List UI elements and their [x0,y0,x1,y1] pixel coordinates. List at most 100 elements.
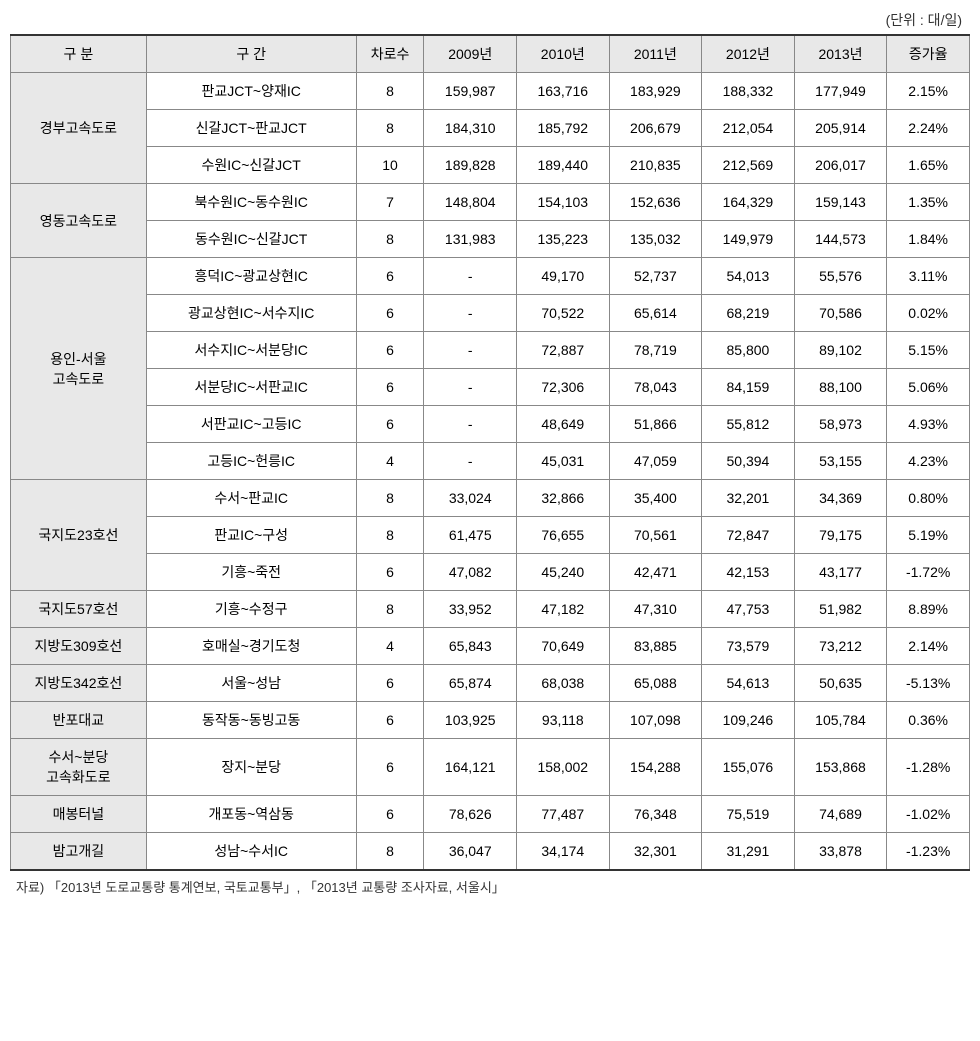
cell-y2010: 32,866 [517,480,610,517]
cell-y2011: 107,098 [609,702,702,739]
cell-lanes: 4 [356,443,424,480]
cell-y2012: 54,613 [702,665,795,702]
cell-rate: 4.23% [887,443,970,480]
cell-y2013: 89,102 [794,332,887,369]
group-label: 용인-서울 고속도로 [11,258,147,480]
cell-section: 서분당IC~서판교IC [146,369,356,406]
cell-y2011: 70,561 [609,517,702,554]
table-row: 국지도57호선기흥~수정구833,95247,18247,31047,75351… [11,591,970,628]
cell-section: 개포동~역삼동 [146,796,356,833]
cell-lanes: 7 [356,184,424,221]
cell-section: 동작동~동빙고동 [146,702,356,739]
cell-y2010: 158,002 [517,739,610,796]
cell-rate: 0.02% [887,295,970,332]
table-header-row: 구 분 구 간 차로수 2009년 2010년 2011년 2012년 2013… [11,35,970,73]
group-label: 밤고개길 [11,833,147,871]
cell-rate: 1.84% [887,221,970,258]
cell-y2012: 32,201 [702,480,795,517]
cell-rate: 2.14% [887,628,970,665]
table-row: 수원IC~신갈JCT10189,828189,440210,835212,569… [11,147,970,184]
cell-y2013: 50,635 [794,665,887,702]
cell-section: 판교IC~구성 [146,517,356,554]
cell-rate: -1.23% [887,833,970,871]
cell-rate: 2.24% [887,110,970,147]
cell-y2012: 73,579 [702,628,795,665]
cell-y2013: 177,949 [794,73,887,110]
cell-y2011: 76,348 [609,796,702,833]
cell-lanes: 6 [356,665,424,702]
table-row: 밤고개길성남~수서IC836,04734,17432,30131,29133,8… [11,833,970,871]
cell-y2010: 49,170 [517,258,610,295]
cell-y2010: 72,306 [517,369,610,406]
cell-rate: 0.80% [887,480,970,517]
cell-rate: 4.93% [887,406,970,443]
cell-section: 동수원IC~신갈JCT [146,221,356,258]
cell-rate: 0.36% [887,702,970,739]
cell-y2011: 52,737 [609,258,702,295]
col-section: 구 간 [146,35,356,73]
cell-y2010: 45,240 [517,554,610,591]
cell-rate: 2.15% [887,73,970,110]
col-y2012: 2012년 [702,35,795,73]
cell-y2013: 55,576 [794,258,887,295]
cell-y2012: 149,979 [702,221,795,258]
cell-y2010: 77,487 [517,796,610,833]
unit-label: (단위 : 대/일) [10,10,970,30]
cell-y2011: 78,043 [609,369,702,406]
cell-lanes: 8 [356,833,424,871]
cell-rate: 3.11% [887,258,970,295]
cell-y2011: 152,636 [609,184,702,221]
cell-y2011: 65,088 [609,665,702,702]
cell-y2009: - [424,369,517,406]
cell-y2009: 131,983 [424,221,517,258]
cell-y2009: 184,310 [424,110,517,147]
cell-y2012: 188,332 [702,73,795,110]
cell-y2010: 163,716 [517,73,610,110]
cell-section: 성남~수서IC [146,833,356,871]
cell-y2010: 70,522 [517,295,610,332]
cell-y2010: 135,223 [517,221,610,258]
cell-y2012: 72,847 [702,517,795,554]
cell-y2011: 32,301 [609,833,702,871]
cell-y2012: 75,519 [702,796,795,833]
cell-y2012: 50,394 [702,443,795,480]
cell-y2011: 83,885 [609,628,702,665]
cell-y2009: - [424,295,517,332]
table-row: 경부고속도로판교JCT~양재IC8159,987163,716183,92918… [11,73,970,110]
cell-lanes: 8 [356,73,424,110]
cell-y2009: 36,047 [424,833,517,871]
traffic-table: 구 분 구 간 차로수 2009년 2010년 2011년 2012년 2013… [10,34,970,871]
cell-y2013: 73,212 [794,628,887,665]
cell-y2009: 164,121 [424,739,517,796]
cell-y2013: 53,155 [794,443,887,480]
cell-y2010: 76,655 [517,517,610,554]
cell-y2011: 78,719 [609,332,702,369]
cell-y2009: - [424,406,517,443]
cell-y2011: 51,866 [609,406,702,443]
cell-y2009: 159,987 [424,73,517,110]
cell-y2013: 34,369 [794,480,887,517]
col-group: 구 분 [11,35,147,73]
cell-y2012: 85,800 [702,332,795,369]
cell-lanes: 6 [356,406,424,443]
cell-y2013: 105,784 [794,702,887,739]
cell-y2010: 189,440 [517,147,610,184]
cell-y2012: 109,246 [702,702,795,739]
cell-lanes: 8 [356,221,424,258]
cell-lanes: 6 [356,369,424,406]
cell-y2010: 45,031 [517,443,610,480]
cell-y2011: 35,400 [609,480,702,517]
col-y2009: 2009년 [424,35,517,73]
cell-y2013: 79,175 [794,517,887,554]
cell-y2011: 65,614 [609,295,702,332]
cell-section: 장지~분당 [146,739,356,796]
cell-y2012: 164,329 [702,184,795,221]
cell-y2009: 103,925 [424,702,517,739]
cell-section: 판교JCT~양재IC [146,73,356,110]
cell-lanes: 8 [356,480,424,517]
cell-y2012: 84,159 [702,369,795,406]
cell-lanes: 6 [356,702,424,739]
cell-rate: -1.02% [887,796,970,833]
cell-y2010: 34,174 [517,833,610,871]
cell-section: 호매실~경기도청 [146,628,356,665]
